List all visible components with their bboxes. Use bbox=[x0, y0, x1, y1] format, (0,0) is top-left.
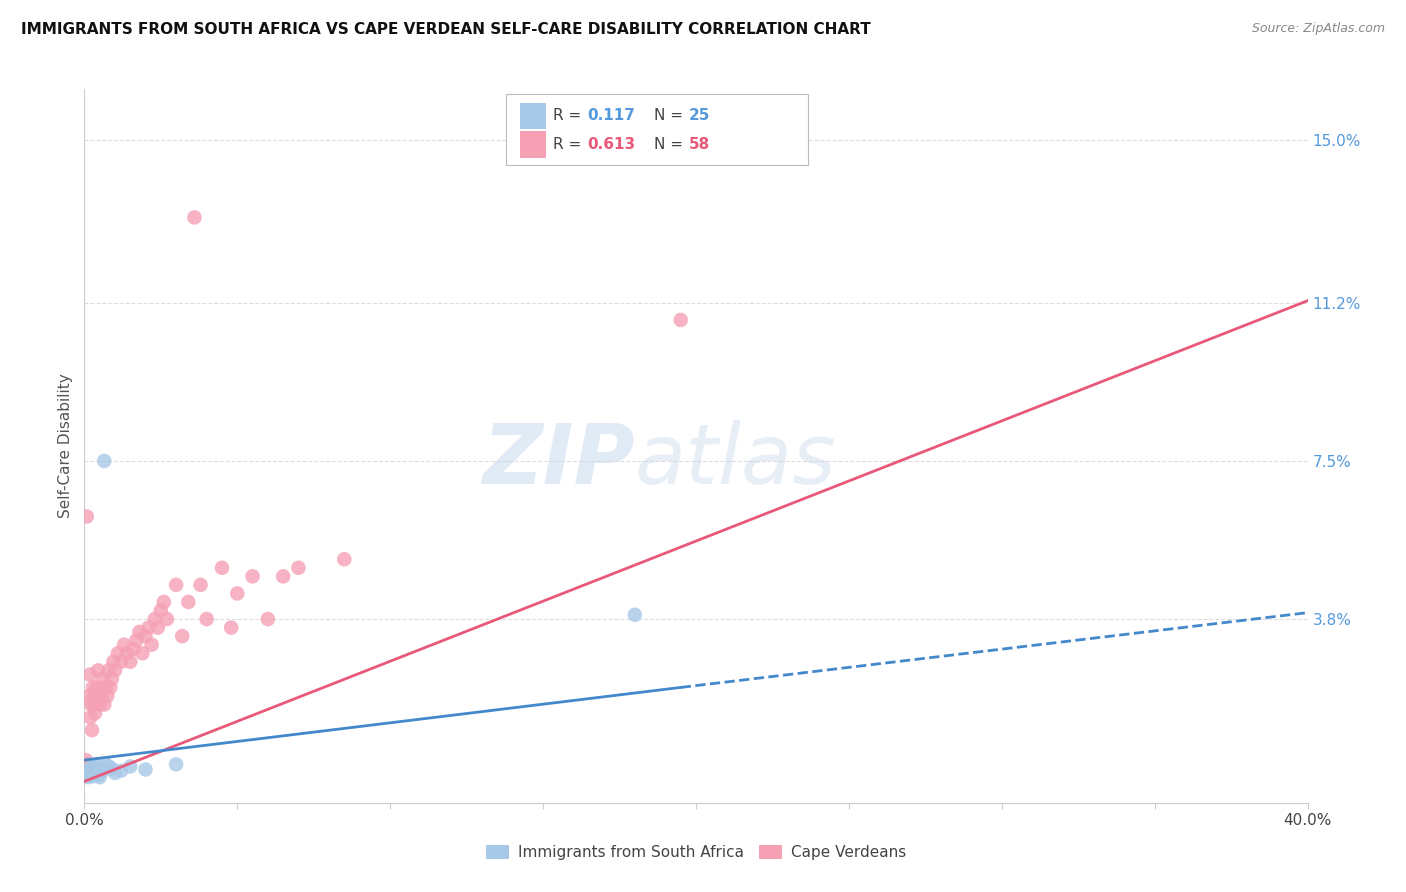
Point bbox=[79, 766, 101, 780]
Point bbox=[669, 313, 692, 327]
Point bbox=[101, 762, 124, 776]
Point bbox=[104, 663, 127, 677]
Point bbox=[153, 595, 176, 609]
Point bbox=[80, 698, 103, 712]
Point bbox=[84, 706, 107, 720]
Point bbox=[135, 763, 157, 777]
Text: 0.117: 0.117 bbox=[588, 108, 636, 122]
Point bbox=[77, 762, 100, 776]
Point bbox=[110, 764, 132, 778]
Point bbox=[75, 753, 97, 767]
Text: R =: R = bbox=[553, 137, 586, 152]
Point bbox=[195, 612, 218, 626]
Text: N =: N = bbox=[654, 108, 688, 122]
Point bbox=[79, 762, 101, 776]
Point bbox=[77, 770, 100, 784]
Point bbox=[257, 612, 280, 626]
Point bbox=[96, 689, 118, 703]
Point bbox=[149, 603, 172, 617]
Point bbox=[120, 655, 142, 669]
Point bbox=[76, 757, 98, 772]
Point bbox=[112, 638, 135, 652]
Point bbox=[104, 765, 127, 780]
Point bbox=[143, 612, 166, 626]
Point bbox=[219, 621, 242, 635]
Point bbox=[87, 768, 110, 782]
Text: ZIP: ZIP bbox=[482, 420, 636, 500]
Point bbox=[94, 681, 117, 695]
Text: 58: 58 bbox=[689, 137, 710, 152]
Point bbox=[177, 595, 200, 609]
Point bbox=[76, 768, 98, 782]
Point bbox=[122, 642, 145, 657]
Point bbox=[135, 629, 157, 643]
Point bbox=[103, 655, 125, 669]
Point bbox=[82, 681, 104, 695]
Point bbox=[83, 763, 105, 777]
Point bbox=[77, 689, 100, 703]
Text: IMMIGRANTS FROM SOUTH AFRICA VS CAPE VERDEAN SELF-CARE DISABILITY CORRELATION CH: IMMIGRANTS FROM SOUTH AFRICA VS CAPE VER… bbox=[21, 22, 870, 37]
Point bbox=[83, 689, 105, 703]
Point bbox=[79, 710, 101, 724]
Point bbox=[242, 569, 264, 583]
Y-axis label: Self-Care Disability: Self-Care Disability bbox=[58, 374, 73, 518]
Point bbox=[107, 646, 129, 660]
Point bbox=[80, 765, 103, 780]
Point bbox=[97, 759, 120, 773]
Point bbox=[90, 689, 112, 703]
Point bbox=[165, 757, 187, 772]
Text: 0.613: 0.613 bbox=[588, 137, 636, 152]
Point bbox=[86, 757, 108, 772]
Point bbox=[624, 607, 647, 622]
Point bbox=[80, 723, 103, 738]
Point bbox=[93, 454, 115, 468]
Point bbox=[86, 681, 108, 695]
Point bbox=[131, 646, 153, 660]
Text: N =: N = bbox=[654, 137, 688, 152]
Point bbox=[138, 621, 160, 635]
Legend: Immigrants from South Africa, Cape Verdeans: Immigrants from South Africa, Cape Verde… bbox=[479, 839, 912, 866]
Point bbox=[87, 663, 110, 677]
Point bbox=[80, 769, 103, 783]
Point bbox=[156, 612, 179, 626]
Point bbox=[97, 663, 120, 677]
Point bbox=[271, 569, 294, 583]
Point bbox=[93, 698, 115, 712]
Point bbox=[183, 211, 205, 225]
Point bbox=[91, 672, 114, 686]
Point bbox=[115, 646, 138, 660]
Point bbox=[190, 578, 212, 592]
Point bbox=[333, 552, 356, 566]
Point bbox=[125, 633, 148, 648]
Point bbox=[226, 586, 249, 600]
Point bbox=[128, 624, 150, 639]
Point bbox=[89, 770, 111, 784]
Point bbox=[141, 638, 163, 652]
Point bbox=[76, 765, 98, 780]
Text: R =: R = bbox=[553, 108, 586, 122]
Point bbox=[287, 561, 309, 575]
Point bbox=[211, 561, 233, 575]
Point bbox=[91, 764, 114, 778]
Point bbox=[76, 509, 98, 524]
Point bbox=[84, 765, 107, 780]
Point bbox=[82, 759, 104, 773]
Text: Source: ZipAtlas.com: Source: ZipAtlas.com bbox=[1251, 22, 1385, 36]
Point bbox=[101, 672, 124, 686]
Point bbox=[110, 655, 132, 669]
Point bbox=[77, 764, 100, 778]
Point bbox=[83, 698, 105, 712]
Point bbox=[79, 667, 101, 681]
Point bbox=[120, 759, 142, 773]
Point bbox=[172, 629, 194, 643]
Text: atlas: atlas bbox=[636, 420, 837, 500]
Point bbox=[165, 578, 187, 592]
Point bbox=[89, 698, 111, 712]
Point bbox=[146, 621, 169, 635]
Point bbox=[94, 757, 117, 772]
Text: 25: 25 bbox=[689, 108, 710, 122]
Point bbox=[98, 681, 121, 695]
